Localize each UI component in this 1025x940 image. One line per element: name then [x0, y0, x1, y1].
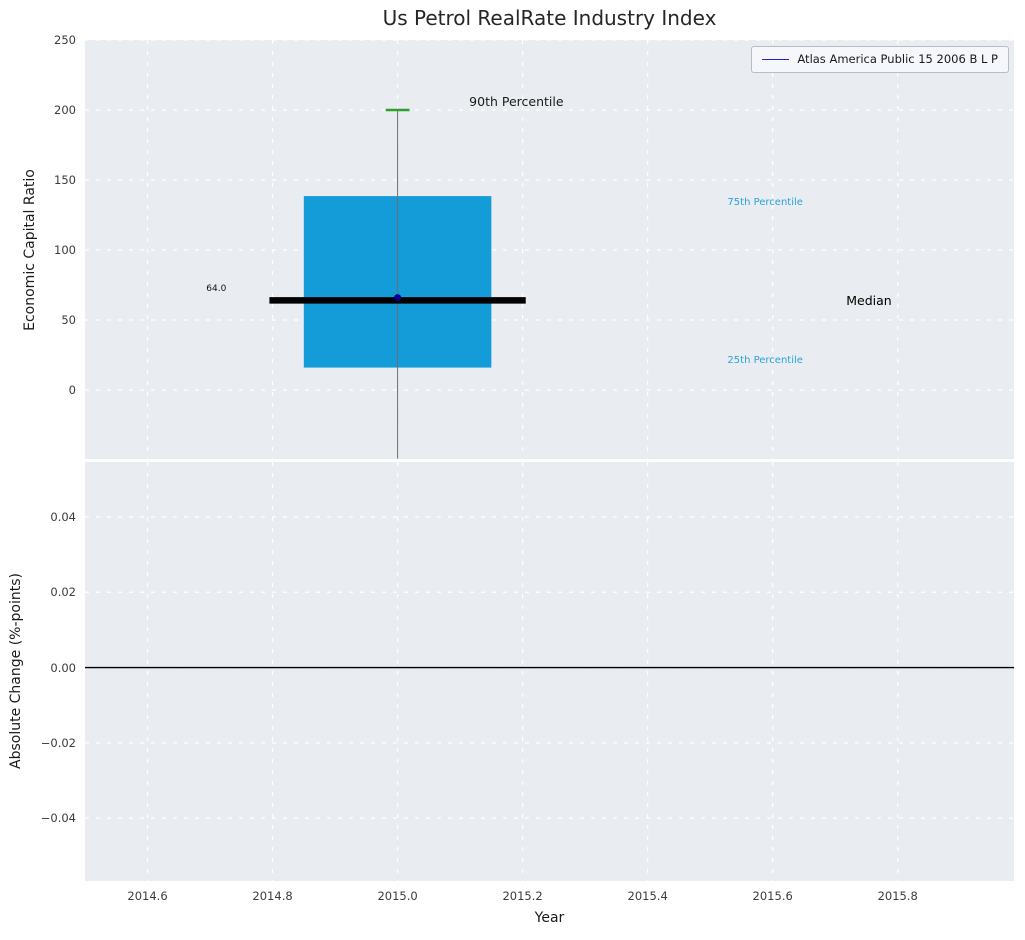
bottom-y-tick-label: −0.02: [40, 735, 76, 750]
bottom-y-tick-label: 0.04: [50, 509, 76, 524]
x-tick-label: 2015.2: [502, 889, 543, 903]
x-tick-label: 2015.6: [752, 889, 793, 903]
bottom-y-tick-label: 0.00: [50, 660, 76, 675]
top-y-tick-label: 150: [54, 172, 76, 187]
annotation-label: 90th Percentile: [469, 94, 564, 109]
bottom-plot-area: [85, 462, 1014, 881]
x-axis-label: Year: [534, 910, 565, 926]
annotation-label: 75th Percentile: [727, 197, 803, 208]
bottom-y-axis-label: Absolute Change (%-points): [8, 573, 24, 769]
top-y-tick-label: 0: [68, 382, 76, 397]
annotation-label: 25th Percentile: [727, 355, 803, 366]
legend-label: Atlas America Public 15 2006 B L P: [797, 52, 998, 66]
bottom-y-tick-label: −0.04: [40, 811, 76, 826]
annotation-label: Median: [846, 293, 891, 308]
company-marker: [394, 294, 402, 302]
legend: Atlas America Public 15 2006 B L P: [751, 46, 1009, 73]
bottom-y-tick-label: 0.02: [50, 585, 76, 600]
legend-line-icon: [762, 58, 790, 60]
x-tick-label: 2015.0: [377, 889, 418, 903]
top-y-tick-label: 50: [61, 312, 76, 327]
top-y-axis-label: Economic Capital Ratio: [22, 169, 38, 331]
chart-title: Us Petrol RealRate Industry Index: [382, 6, 717, 30]
x-tick-label: 2014.6: [127, 889, 168, 903]
x-tick-label: 2015.8: [877, 889, 918, 903]
x-tick-label: 2014.8: [252, 889, 293, 903]
top-y-tick-label: 250: [54, 33, 76, 47]
x-tick-label: 2015.4: [627, 889, 668, 903]
top-y-tick-label: 200: [54, 102, 76, 117]
annotation-label: 64.0: [206, 284, 226, 294]
top-y-tick-label: 100: [54, 242, 76, 257]
